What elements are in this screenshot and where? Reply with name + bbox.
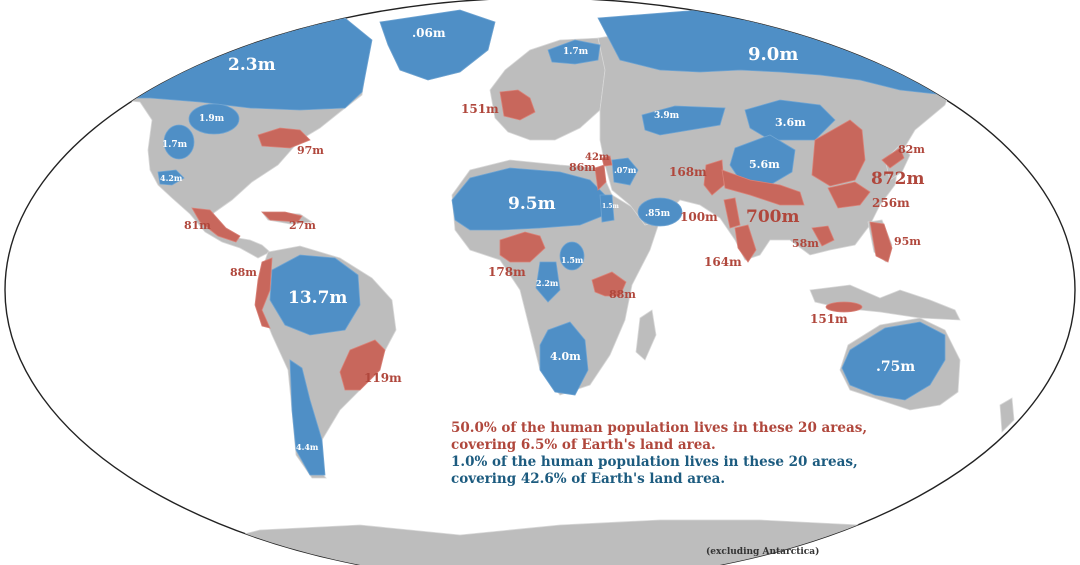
dense-region-west-africa: [499, 231, 546, 263]
sparse-region-red-sea: [599, 194, 615, 223]
sparse-region-kazakhstan: [641, 105, 726, 136]
label-eastern-us: 97m: [297, 144, 324, 157]
dense-region-java: [825, 301, 863, 313]
dense-region-caribbean: [261, 211, 303, 223]
label-mexico: 81m: [184, 219, 211, 232]
sparse-region-scandinavia: [547, 39, 601, 65]
sparse-region-congo: [535, 261, 561, 303]
label-canada-prairies: 1.9m: [199, 114, 225, 124]
label-siberia: 9.0m: [748, 44, 798, 65]
label-pakistan: 168m: [669, 165, 707, 179]
sparse-region-baja: [157, 169, 185, 186]
sparse-region-amazon: [269, 254, 361, 336]
label-philippines: 95m: [894, 235, 921, 248]
label-japan: 82m: [898, 143, 925, 156]
sparse-region-canada-prairies: [188, 103, 240, 135]
label-south-china: 256m: [872, 196, 910, 210]
label-western-europe: 151m: [461, 102, 499, 116]
label-caribbean: 27m: [289, 219, 316, 232]
dense-region-mexico: [191, 207, 241, 243]
label-west-africa: 178m: [488, 265, 526, 279]
dense-region-southeast-brazil: [339, 339, 386, 391]
label-greenland: .06m: [412, 26, 446, 40]
label-empty-quarter: .85m: [645, 209, 671, 219]
label-sudan: 1.5m: [561, 255, 584, 265]
label-levant: 42m: [585, 152, 610, 163]
label-patagonia: 4.4m: [296, 442, 319, 452]
label-arabia-north: .07m: [614, 165, 637, 175]
label-kazakhstan: 3.9m: [654, 111, 680, 121]
label-east-africa: 88m: [609, 288, 636, 301]
sparse-region-tibet: [729, 134, 796, 186]
legend-sparse-line-1: 1.0% of the human population lives in th…: [451, 454, 858, 470]
label-baja: 4.2m: [160, 173, 183, 183]
label-nile: 86m: [569, 161, 596, 174]
dense-region-andes: [254, 257, 273, 329]
label-deccan: 100m: [680, 210, 718, 224]
sparse-region-empty-quarter: [637, 197, 683, 227]
madagascar: [635, 309, 657, 361]
label-java: 151m: [810, 312, 848, 326]
legend-sparse-line-2: covering 42.6% of Earth's land area.: [451, 471, 726, 487]
label-vietnam: 58m: [792, 237, 819, 250]
legend-dense-line-1: 50.0% of the human population lives in t…: [451, 420, 868, 436]
dense-region-east-africa: [591, 271, 627, 297]
label-tibet: 5.6m: [749, 158, 780, 171]
label-amazon: 13.7m: [288, 288, 347, 308]
dense-region-levant: [601, 155, 613, 167]
label-kalahari: 4.0m: [550, 350, 581, 363]
dense-region-vietnam: [811, 225, 835, 247]
sparse-region-mongolia: [744, 99, 836, 141]
dense-region-china: [811, 119, 866, 187]
label-congo: 2.2m: [536, 278, 559, 288]
dense-region-south-india: [734, 224, 757, 263]
label-sahara: 9.5m: [508, 194, 556, 214]
sparse-region-patagonia: [289, 359, 326, 476]
dense-region-eastern-us: [257, 127, 311, 149]
dense-region-pakistan: [703, 159, 725, 196]
label-us-west: 1.7m: [162, 140, 188, 150]
label-ganges: 700m: [746, 207, 799, 227]
label-scandinavia: 1.7m: [563, 47, 589, 57]
antarctica: [199, 519, 901, 565]
sparse-region-kalahari: [539, 321, 589, 396]
dense-region-western-europe: [499, 89, 536, 121]
sparse-region-north-canada: [69, 17, 373, 111]
label-china: 872m: [871, 169, 924, 189]
map-legend: 50.0% of the human population lives in t…: [451, 420, 921, 488]
map-labels: 97m 81m 27m 88m 119m 151m 86m 42m 178m 8…: [160, 26, 925, 452]
label-north-canada: 2.3m: [228, 55, 276, 75]
new-zealand: [999, 397, 1015, 433]
label-south-india: 164m: [704, 255, 742, 269]
label-australia: .75m: [876, 359, 915, 375]
sparse-region-australia: [841, 321, 946, 401]
dense-region-nile: [594, 164, 607, 191]
sparse-region-arabia-north: [611, 157, 639, 186]
label-mongolia: 3.6m: [775, 116, 806, 129]
dense-region-philippines: [869, 221, 893, 263]
dense-areas: [191, 89, 905, 391]
dense-region-south-china: [827, 181, 871, 209]
antarctica-note: (excluding Antarctica): [706, 547, 820, 557]
sparse-region-sudan: [559, 241, 585, 271]
legend-dense-line-2: covering 6.5% of Earth's land area.: [451, 437, 716, 453]
label-red-sea: 1.5m: [602, 203, 619, 210]
dense-region-ganges: [721, 169, 805, 206]
label-southeast-brazil: 119m: [364, 371, 402, 385]
label-andes: 88m: [230, 266, 257, 279]
dense-region-deccan: [723, 197, 741, 229]
sparse-region-us-west: [163, 124, 195, 160]
dense-region-japan: [881, 147, 905, 169]
sparse-region-greenland: [379, 9, 496, 81]
